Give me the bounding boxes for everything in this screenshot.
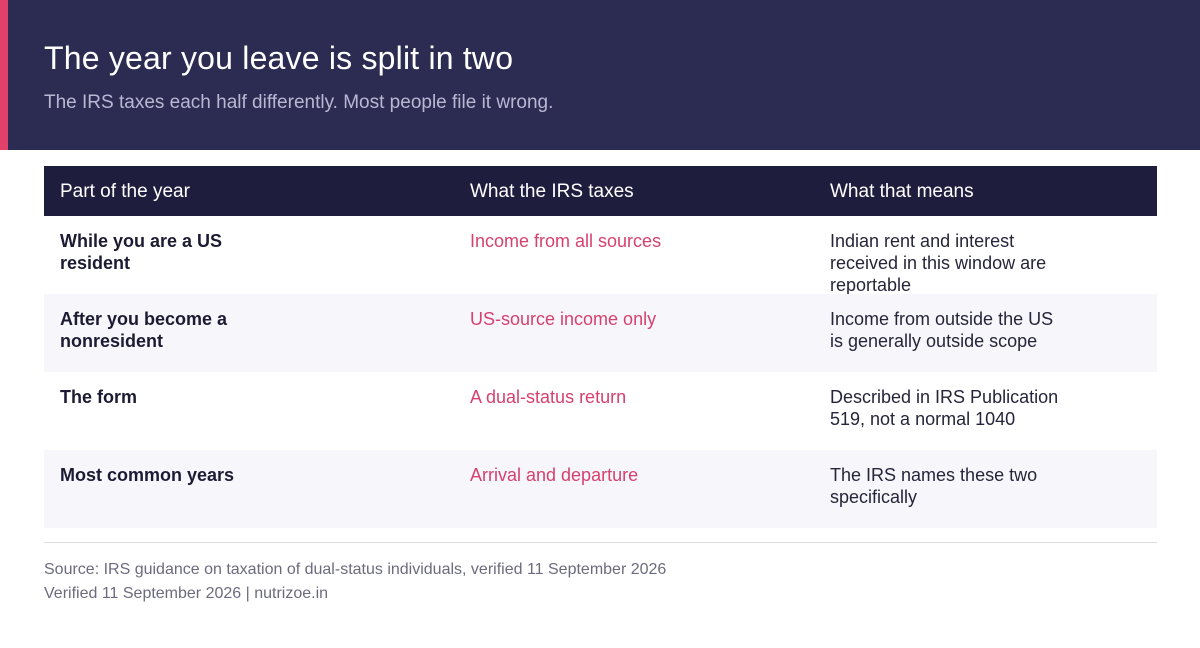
accent-bar <box>0 0 8 150</box>
header-banner: The year you leave is split in two The I… <box>0 0 1200 150</box>
column-header-means: What that means <box>830 181 974 202</box>
row-means-cell: Income from outside the US is generally … <box>830 309 1054 351</box>
source-note: Source: IRS guidance on taxation of dual… <box>44 561 667 578</box>
table-row: Most common years Arrival and departure … <box>44 450 1157 528</box>
table-row: While you are a US resident Income from … <box>44 216 1157 295</box>
table-row: After you become a nonresident US-source… <box>44 294 1157 372</box>
row-part-cell: Most common years <box>60 465 235 485</box>
column-header-part: Part of the year <box>60 181 190 202</box>
row-taxes-cell: Income from all sources <box>470 231 662 251</box>
divider <box>44 542 1157 543</box>
row-means-cell: The IRS names these two specifically <box>830 465 1038 507</box>
row-part-cell: The form <box>60 387 138 407</box>
row-part-cell: While you are a US resident <box>60 231 223 273</box>
verification-footer: Verified 11 September 2026 | nutrizoe.in <box>44 585 329 602</box>
row-means-cell: Described in IRS Publication 519, not a … <box>830 387 1059 429</box>
page-subtitle: The IRS taxes each half differently. Mos… <box>44 92 554 113</box>
row-means-cell: Indian rent and interest received in thi… <box>830 231 1047 295</box>
page-title: The year you leave is split in two <box>44 40 514 76</box>
table-row: The form A dual-status return Described … <box>44 372 1157 450</box>
comparison-table: Part of the year What the IRS taxes What… <box>44 166 1157 528</box>
row-taxes-cell: US-source income only <box>470 309 657 329</box>
row-taxes-cell: Arrival and departure <box>470 465 639 485</box>
column-header-taxes: What the IRS taxes <box>470 181 634 202</box>
table-header: Part of the year What the IRS taxes What… <box>44 166 1157 216</box>
row-part-cell: After you become a nonresident <box>60 309 228 351</box>
row-taxes-cell: A dual-status return <box>470 387 627 407</box>
